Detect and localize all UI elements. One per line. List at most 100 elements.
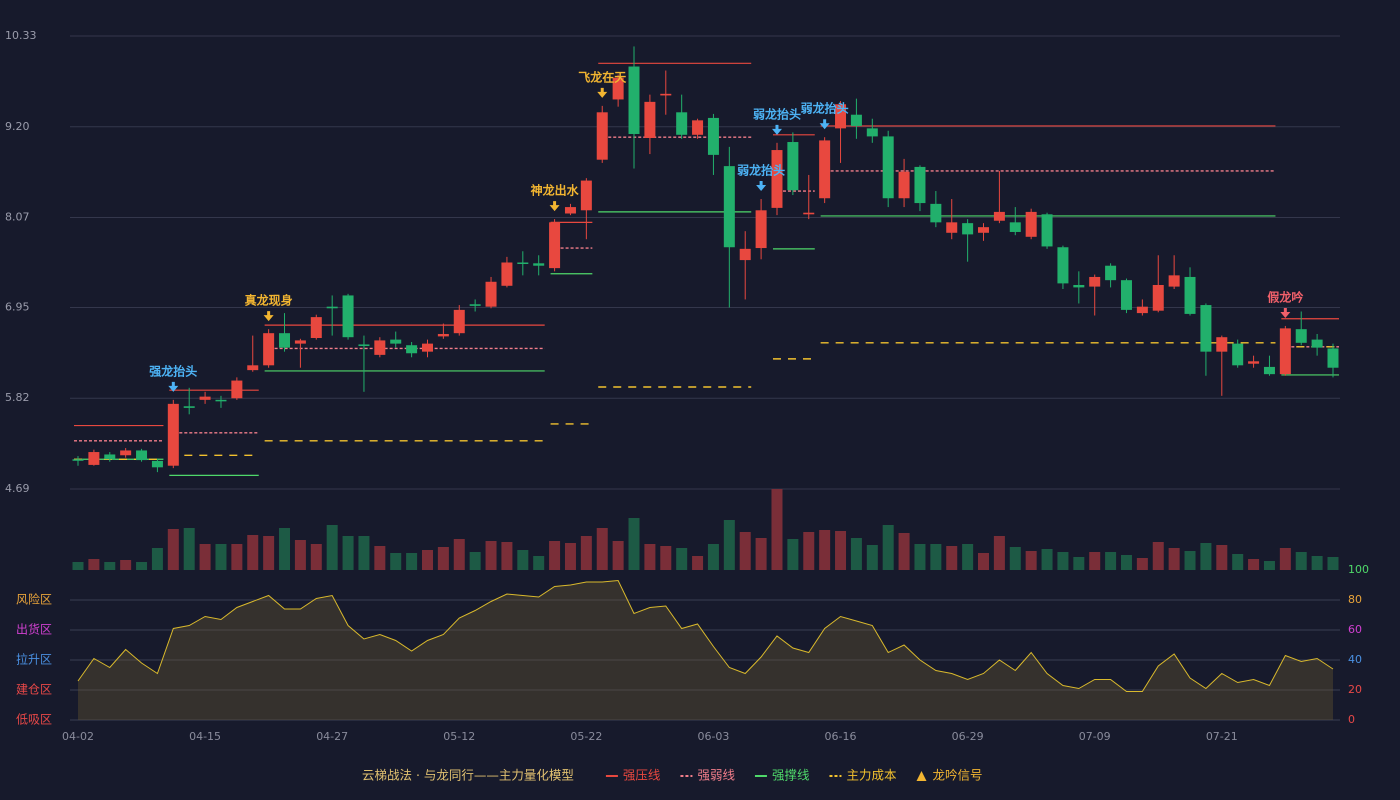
candle-body: [723, 166, 735, 248]
candle-body: [660, 93, 672, 96]
candle-body: [1105, 265, 1117, 281]
candle-body: [294, 340, 306, 344]
candle-body: [1232, 343, 1244, 366]
candle-body: [279, 333, 291, 348]
candle-body: [1200, 305, 1212, 352]
legend-label: 龙吟信号: [932, 768, 982, 783]
volume-bar: [72, 562, 84, 570]
x-tick-label: 06-03: [697, 730, 729, 743]
candle-body: [580, 180, 592, 211]
volume-bar: [739, 532, 751, 570]
volume-bar: [533, 556, 545, 570]
legend-label: 强撑线: [772, 768, 810, 783]
candle-body: [247, 365, 259, 371]
candle-body: [1327, 348, 1339, 368]
volume-bar: [453, 539, 465, 570]
candle-body: [628, 66, 640, 134]
candle-body: [517, 262, 529, 264]
volume-bar: [962, 544, 974, 570]
candle-body: [755, 210, 767, 249]
candle-body: [437, 333, 449, 337]
x-tick-label: 07-09: [1079, 730, 1111, 743]
volume-bar: [580, 536, 592, 570]
volume-bar: [660, 546, 672, 570]
candle-body: [692, 120, 704, 135]
zone-label: 低吸区: [16, 713, 52, 727]
candle-body: [151, 460, 163, 468]
volume-bar: [215, 544, 227, 570]
indicator-tick-label: 80: [1348, 593, 1362, 606]
candle-body: [215, 399, 227, 402]
volume-bar: [151, 548, 163, 570]
volume-bar: [755, 538, 767, 570]
volume-bar: [707, 544, 719, 570]
y-tick-label: 10.33: [5, 29, 37, 42]
x-tick-label: 04-15: [189, 730, 221, 743]
volume-bar: [120, 560, 132, 570]
x-tick-label: 04-27: [316, 730, 348, 743]
candle-body: [120, 450, 132, 456]
volume-bar: [835, 531, 847, 570]
signal-arrow: [756, 181, 767, 192]
candle-body: [835, 104, 847, 129]
signal-arrow: [771, 124, 782, 135]
candle-body: [882, 136, 894, 199]
volume-bar: [469, 552, 481, 570]
volume-bar: [628, 518, 640, 570]
candle-body: [898, 171, 910, 199]
signal-label: 飞龙在天: [578, 69, 627, 84]
candle-body: [707, 117, 719, 155]
candle-body: [803, 212, 815, 215]
zone-label: 拉升区: [16, 652, 52, 667]
volume-bar: [882, 525, 894, 570]
candle-body: [72, 459, 84, 461]
volume-bar: [421, 550, 433, 570]
x-tick-label: 04-02: [62, 730, 94, 743]
candle-body: [469, 304, 481, 306]
candle-body: [1073, 284, 1085, 288]
indicator-tick-label: 60: [1348, 623, 1362, 636]
volume-bar: [1279, 548, 1291, 570]
signal-label: 神龙出水: [531, 183, 580, 198]
volume-bar: [263, 536, 275, 570]
x-tick-label: 06-16: [825, 730, 857, 743]
candle-body: [358, 344, 370, 347]
volume-bar: [342, 536, 354, 570]
volume-bar: [1248, 559, 1260, 570]
indicator-line: [77, 579, 1334, 692]
volume-bar: [993, 536, 1005, 570]
x-tick-label: 05-12: [443, 730, 475, 743]
candle-body: [310, 317, 322, 338]
volume-bar: [231, 544, 243, 570]
volume-bar: [930, 544, 942, 570]
candle-body: [676, 112, 688, 135]
volume-bar: [1184, 551, 1196, 570]
candle-body: [930, 203, 942, 223]
signal-arrow: [819, 119, 830, 130]
volume-bar: [517, 550, 529, 570]
zone-label: 建仓区: [16, 683, 52, 697]
candle-body: [1009, 222, 1021, 232]
candle-body: [866, 128, 878, 137]
candle-body: [850, 114, 862, 126]
volume-bar: [676, 548, 688, 570]
candle-body: [1184, 276, 1196, 314]
x-tick-label: 07-21: [1206, 730, 1238, 743]
volume-bar: [1311, 556, 1323, 570]
indicator-tick-label: 100: [1348, 563, 1369, 576]
volume-bar: [596, 528, 608, 570]
volume-bar: [1009, 547, 1021, 570]
legend-title: 云梯战法 · 与龙同行——主力量化模型: [362, 768, 574, 783]
signal-label: 弱龙抬头: [801, 101, 849, 116]
candle-body: [596, 112, 608, 160]
signal-label: 弱龙抬头: [753, 106, 801, 121]
candle-body: [549, 222, 561, 269]
legend-label: 强弱线: [697, 768, 735, 783]
volume-bar: [946, 546, 958, 570]
volume-bar: [247, 535, 259, 570]
volume-bar: [914, 544, 926, 570]
candle-body: [263, 333, 275, 366]
volume-bar: [819, 530, 831, 570]
volume-bar: [310, 544, 322, 570]
